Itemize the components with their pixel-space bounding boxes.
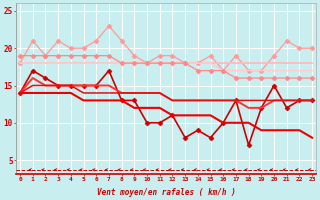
X-axis label: Vent moyen/en rafales ( km/h ): Vent moyen/en rafales ( km/h ) [97, 188, 236, 197]
